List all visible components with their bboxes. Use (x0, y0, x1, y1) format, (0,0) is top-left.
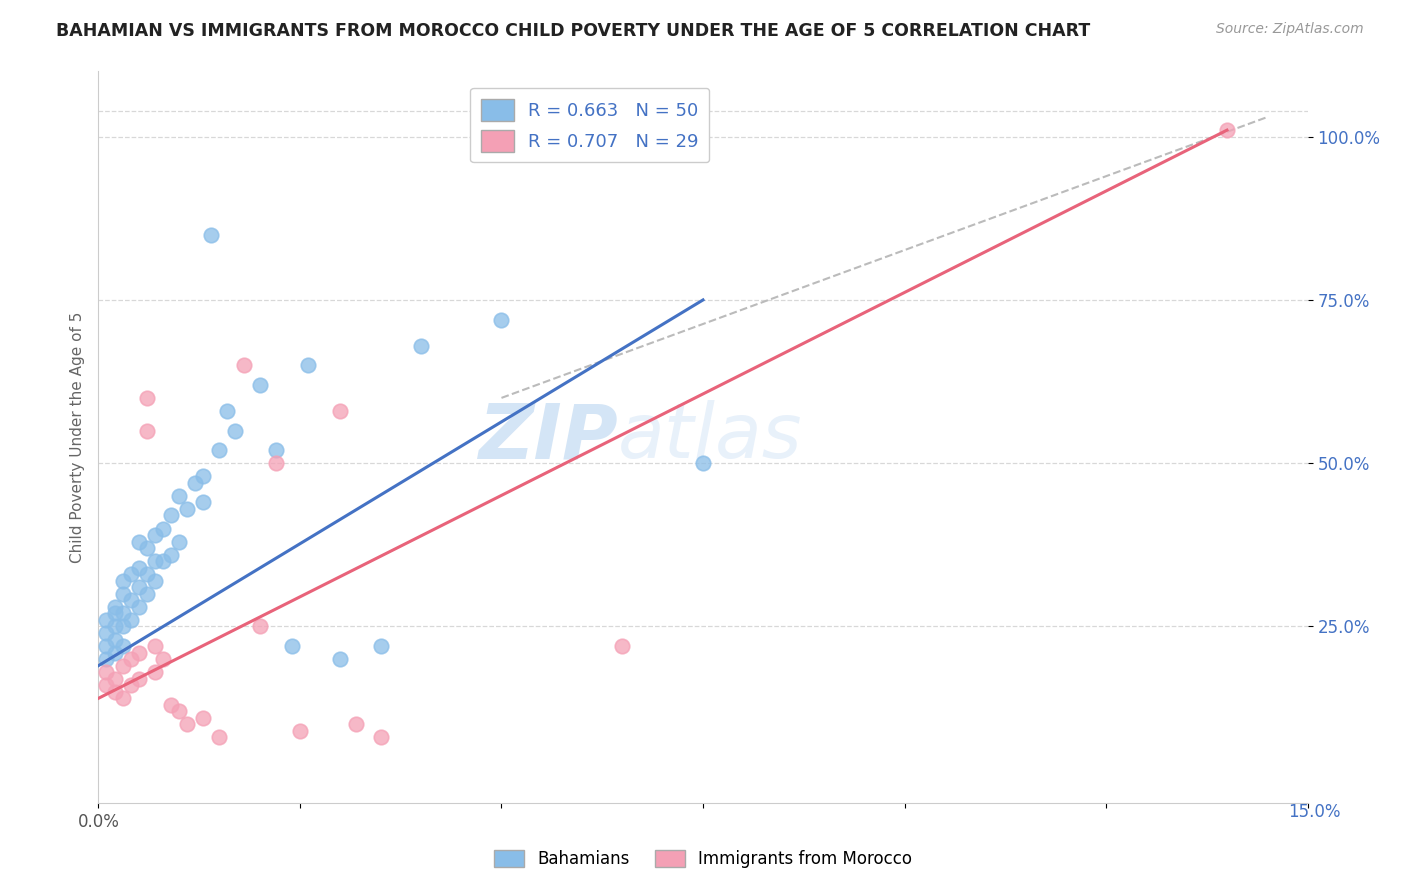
Point (120, 652, 142, 666)
Point (128, 580, 150, 594)
Point (409, 338, 432, 352)
Point (96, 652, 118, 666)
Point (217, 404, 239, 418)
Point (96, 678, 118, 692)
Point (103, 646, 125, 660)
Point (249, 377, 271, 392)
Y-axis label: Child Poverty Under the Age of 5: Child Poverty Under the Age of 5 (69, 311, 84, 563)
Point (103, 599, 125, 614)
Point (329, 404, 352, 418)
Point (96, 626, 118, 640)
Point (152, 554, 174, 568)
Point (193, 495, 215, 509)
Point (135, 567, 157, 582)
Point (167, 705, 190, 719)
Text: atlas: atlas (619, 401, 803, 474)
Point (281, 639, 304, 653)
Point (344, 717, 367, 731)
Point (103, 672, 125, 686)
Point (232, 358, 254, 372)
Legend: Bahamians, Immigrants from Morocco: Bahamians, Immigrants from Morocco (488, 843, 918, 875)
Text: Source: ZipAtlas.com: Source: ZipAtlas.com (1216, 22, 1364, 37)
Point (128, 599, 150, 614)
Point (120, 678, 142, 692)
Point (96, 639, 118, 653)
Point (135, 587, 157, 601)
Point (120, 593, 142, 607)
Point (167, 534, 190, 549)
Point (208, 443, 231, 458)
Point (208, 731, 231, 745)
Text: ZIP: ZIP (478, 401, 619, 474)
Point (297, 358, 319, 372)
Point (128, 534, 150, 549)
Point (128, 646, 150, 660)
Point (103, 632, 125, 647)
Point (135, 424, 157, 438)
Point (111, 691, 134, 706)
Point (184, 475, 207, 490)
Point (128, 672, 150, 686)
Point (135, 391, 157, 405)
Text: 15.0%: 15.0% (1288, 803, 1341, 821)
Point (692, 456, 714, 470)
Point (224, 424, 246, 438)
Point (370, 639, 392, 653)
Text: BAHAMIAN VS IMMIGRANTS FROM MOROCCO CHILD POVERTY UNDER THE AGE OF 5 CORRELATION: BAHAMIAN VS IMMIGRANTS FROM MOROCCO CHIL… (56, 22, 1091, 40)
Point (193, 711, 215, 725)
Point (96, 665, 118, 680)
Point (143, 554, 166, 568)
Legend: R = 0.663   N = 50, R = 0.707   N = 29: R = 0.663 N = 50, R = 0.707 N = 29 (470, 87, 709, 162)
Point (612, 639, 634, 653)
Point (200, 227, 222, 242)
Point (111, 607, 134, 621)
Point (264, 456, 287, 470)
Point (167, 489, 190, 503)
Point (143, 528, 166, 542)
Point (160, 508, 183, 523)
Point (1216, 123, 1239, 137)
Point (329, 652, 352, 666)
Point (152, 652, 174, 666)
Point (111, 639, 134, 653)
Point (103, 619, 125, 633)
Point (111, 619, 134, 633)
Point (103, 685, 125, 699)
Point (111, 658, 134, 673)
Point (288, 723, 311, 738)
Point (264, 443, 287, 458)
Point (128, 560, 150, 574)
Point (111, 574, 134, 588)
Point (143, 639, 166, 653)
Point (120, 613, 142, 627)
Point (120, 567, 142, 582)
Point (176, 502, 198, 516)
Point (143, 665, 166, 680)
Point (193, 469, 215, 483)
Point (176, 717, 198, 731)
Point (152, 521, 174, 535)
Point (249, 619, 271, 633)
Point (135, 541, 157, 555)
Point (491, 312, 513, 326)
Point (370, 731, 392, 745)
Point (103, 607, 125, 621)
Point (143, 574, 166, 588)
Point (111, 587, 134, 601)
Point (96, 613, 118, 627)
Point (160, 548, 183, 562)
Point (160, 698, 183, 712)
